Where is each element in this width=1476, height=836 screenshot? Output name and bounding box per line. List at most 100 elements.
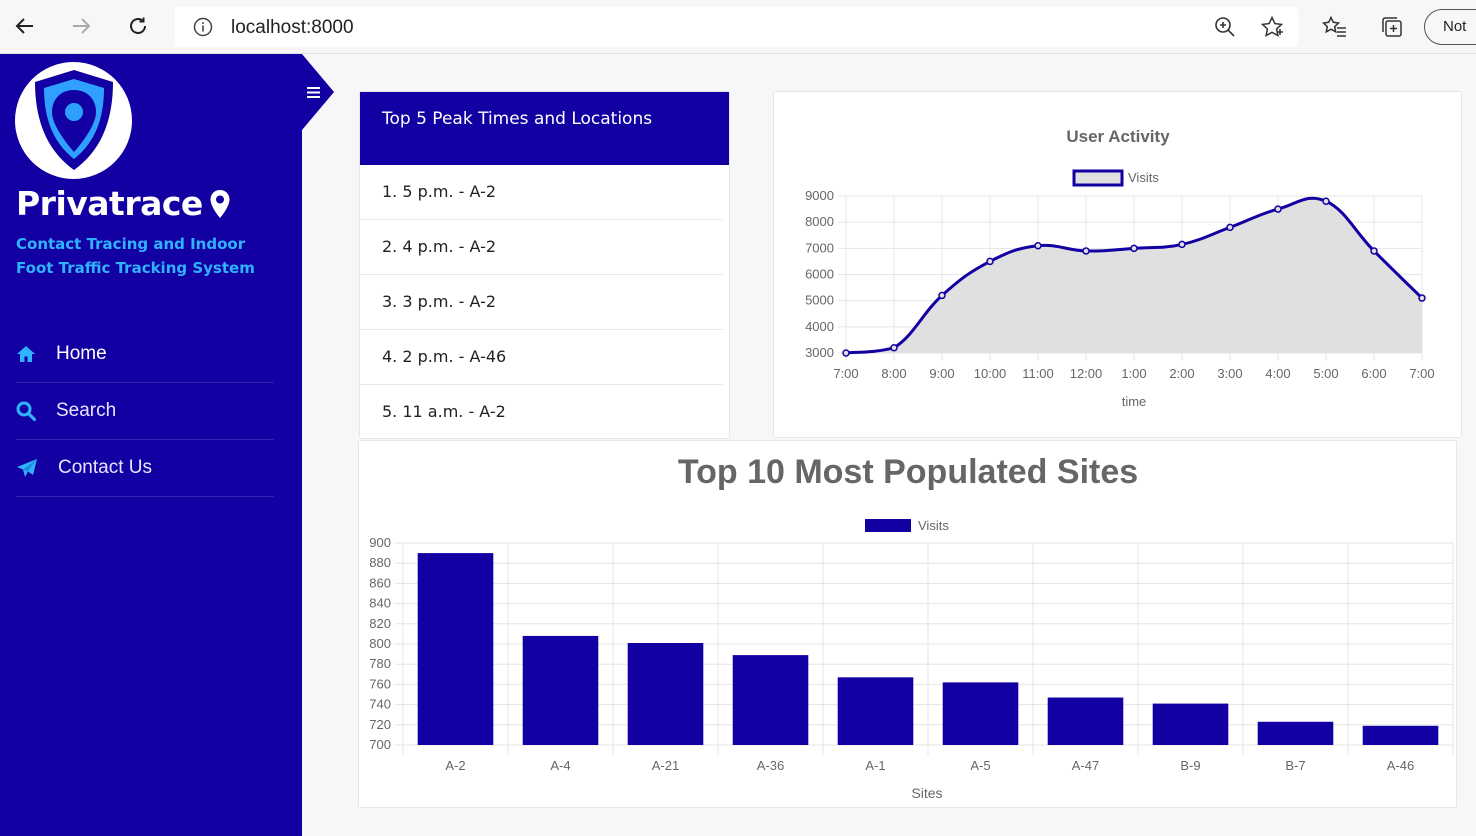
hamburger-icon	[307, 87, 320, 98]
y-tick-label: 860	[369, 575, 391, 590]
sidebar-item-contact[interactable]: Contact Us	[16, 440, 274, 497]
sidebar-item-search[interactable]: Search	[16, 383, 274, 440]
favorite-star-icon[interactable]	[1260, 15, 1284, 39]
chart-legend[interactable]: Visits	[1072, 169, 1159, 187]
x-tick-label: 10:00	[974, 366, 1007, 381]
y-tick-label: 740	[369, 697, 391, 712]
data-point[interactable]	[1082, 247, 1090, 255]
x-tick-label: A-36	[757, 758, 784, 773]
bar[interactable]	[522, 635, 599, 745]
y-tick-label: 880	[369, 555, 391, 570]
x-tick-label: A-46	[1387, 758, 1414, 773]
x-tick-label: 8:00	[881, 366, 906, 381]
chart-title: User Activity	[1066, 127, 1170, 146]
data-point[interactable]	[1034, 241, 1042, 250]
y-tick-label: 3000	[805, 345, 834, 360]
data-point[interactable]	[1418, 294, 1426, 302]
x-tick-label: B-7	[1285, 758, 1305, 773]
legend-swatch	[1072, 169, 1124, 187]
user-activity-card: User Activity Visits 3000 4000 5000 6000 700…	[773, 91, 1462, 438]
data-point[interactable]	[938, 291, 946, 300]
bar[interactable]	[1362, 725, 1439, 745]
zoom-icon[interactable]	[1213, 15, 1237, 39]
data-point[interactable]	[1274, 205, 1282, 213]
chart-title: Top 10 Most Populated Sites	[678, 453, 1138, 491]
x-tick-label: 4:00	[1265, 366, 1290, 381]
back-button[interactable]	[9, 10, 41, 42]
y-tick-label: 700	[369, 737, 391, 752]
list-item: 4. 2 p.m. - A-46	[360, 330, 723, 385]
forward-arrow-icon	[73, 18, 91, 34]
collections-icon[interactable]	[1380, 15, 1404, 39]
peak-times-card: Top 5 Peak Times and Locations 1. 5 p.m.…	[359, 91, 730, 439]
bar[interactable]	[1047, 697, 1124, 745]
legend-swatch	[865, 519, 911, 532]
list-item: 1. 5 p.m. - A-2	[360, 165, 723, 220]
bar[interactable]	[1257, 721, 1334, 745]
y-tick-label: 900	[369, 535, 391, 550]
bar[interactable]	[942, 682, 1019, 745]
x-axis-label: Sites	[911, 785, 942, 801]
bar[interactable]	[627, 642, 704, 745]
top-sites-chart: Top 10 Most Populated Sites Visits 700 72…	[369, 453, 1454, 801]
data-point[interactable]	[890, 344, 898, 352]
x-tick-label: B-9	[1180, 758, 1200, 773]
y-tick-label: 800	[369, 636, 391, 651]
refresh-button[interactable]	[122, 10, 154, 42]
x-axis-label: time	[1122, 394, 1147, 409]
address-bar[interactable]: localhost:8000	[175, 7, 1298, 47]
y-tick-label: 7000	[805, 240, 834, 255]
list-item: 3. 3 p.m. - A-2	[360, 275, 723, 330]
series-area	[846, 198, 1422, 353]
data-point[interactable]	[1178, 240, 1186, 249]
logo[interactable]	[15, 62, 132, 179]
data-point[interactable]	[1322, 197, 1330, 205]
url-text[interactable]: localhost:8000	[231, 17, 354, 38]
x-tick-label: 6:00	[1361, 366, 1386, 381]
search-icon	[16, 401, 36, 421]
x-tick-label: 5:00	[1313, 366, 1338, 381]
chart-legend[interactable]: Visits	[865, 518, 949, 533]
y-tick-label: 760	[369, 676, 391, 691]
paper-plane-icon	[17, 459, 37, 477]
forward-button[interactable]	[65, 10, 97, 42]
data-point[interactable]	[1130, 244, 1138, 253]
sidebar-toggle-button[interactable]	[302, 54, 334, 130]
tagline: Contact Tracing and Indoor Foot Traffic …	[16, 235, 255, 277]
brand-name: Privatrace	[16, 184, 203, 223]
y-tick-label: 8000	[805, 214, 834, 229]
x-tick-label: A-21	[652, 758, 679, 773]
map-pin-icon	[210, 189, 230, 218]
data-point[interactable]	[842, 349, 850, 357]
browser-toolbar: localhost:8000 Not	[0, 0, 1476, 54]
sidebar-item-label: Search	[56, 400, 117, 421]
y-tick-label: 5000	[805, 293, 834, 308]
y-tick-label: 720	[369, 717, 391, 732]
back-arrow-icon	[15, 18, 33, 34]
sidebar-item-home[interactable]: Home	[16, 326, 274, 383]
bar[interactable]	[1152, 703, 1229, 745]
info-icon[interactable]	[193, 17, 213, 37]
profile-button[interactable]: Not	[1424, 9, 1476, 45]
data-point[interactable]	[1370, 247, 1378, 255]
y-tick-label: 780	[369, 656, 391, 671]
data-point[interactable]	[1226, 223, 1234, 232]
favorites-list-icon[interactable]	[1322, 15, 1348, 39]
x-tick-label: A-2	[445, 758, 465, 773]
y-tick-label: 840	[369, 596, 391, 611]
x-tick-label: 1:00	[1121, 366, 1146, 381]
list-item: 2. 4 p.m. - A-2	[360, 220, 723, 275]
top-sites-card: Top 10 Most Populated Sites Visits 700 72…	[358, 440, 1457, 808]
sidebar-item-label: Home	[56, 343, 107, 364]
bar[interactable]	[417, 553, 494, 745]
x-tick-label: A-4	[550, 758, 570, 773]
data-point[interactable]	[986, 257, 994, 266]
peak-times-title: Top 5 Peak Times and Locations	[360, 92, 729, 165]
list-item: 5. 11 a.m. - A-2	[382, 402, 506, 421]
x-tick-label: 7:00	[833, 366, 858, 381]
home-icon	[17, 346, 35, 362]
bar[interactable]	[837, 677, 914, 745]
legend-label: Visits	[1128, 170, 1159, 185]
bar[interactable]	[732, 655, 809, 745]
x-tick-label: A-47	[1072, 758, 1099, 773]
